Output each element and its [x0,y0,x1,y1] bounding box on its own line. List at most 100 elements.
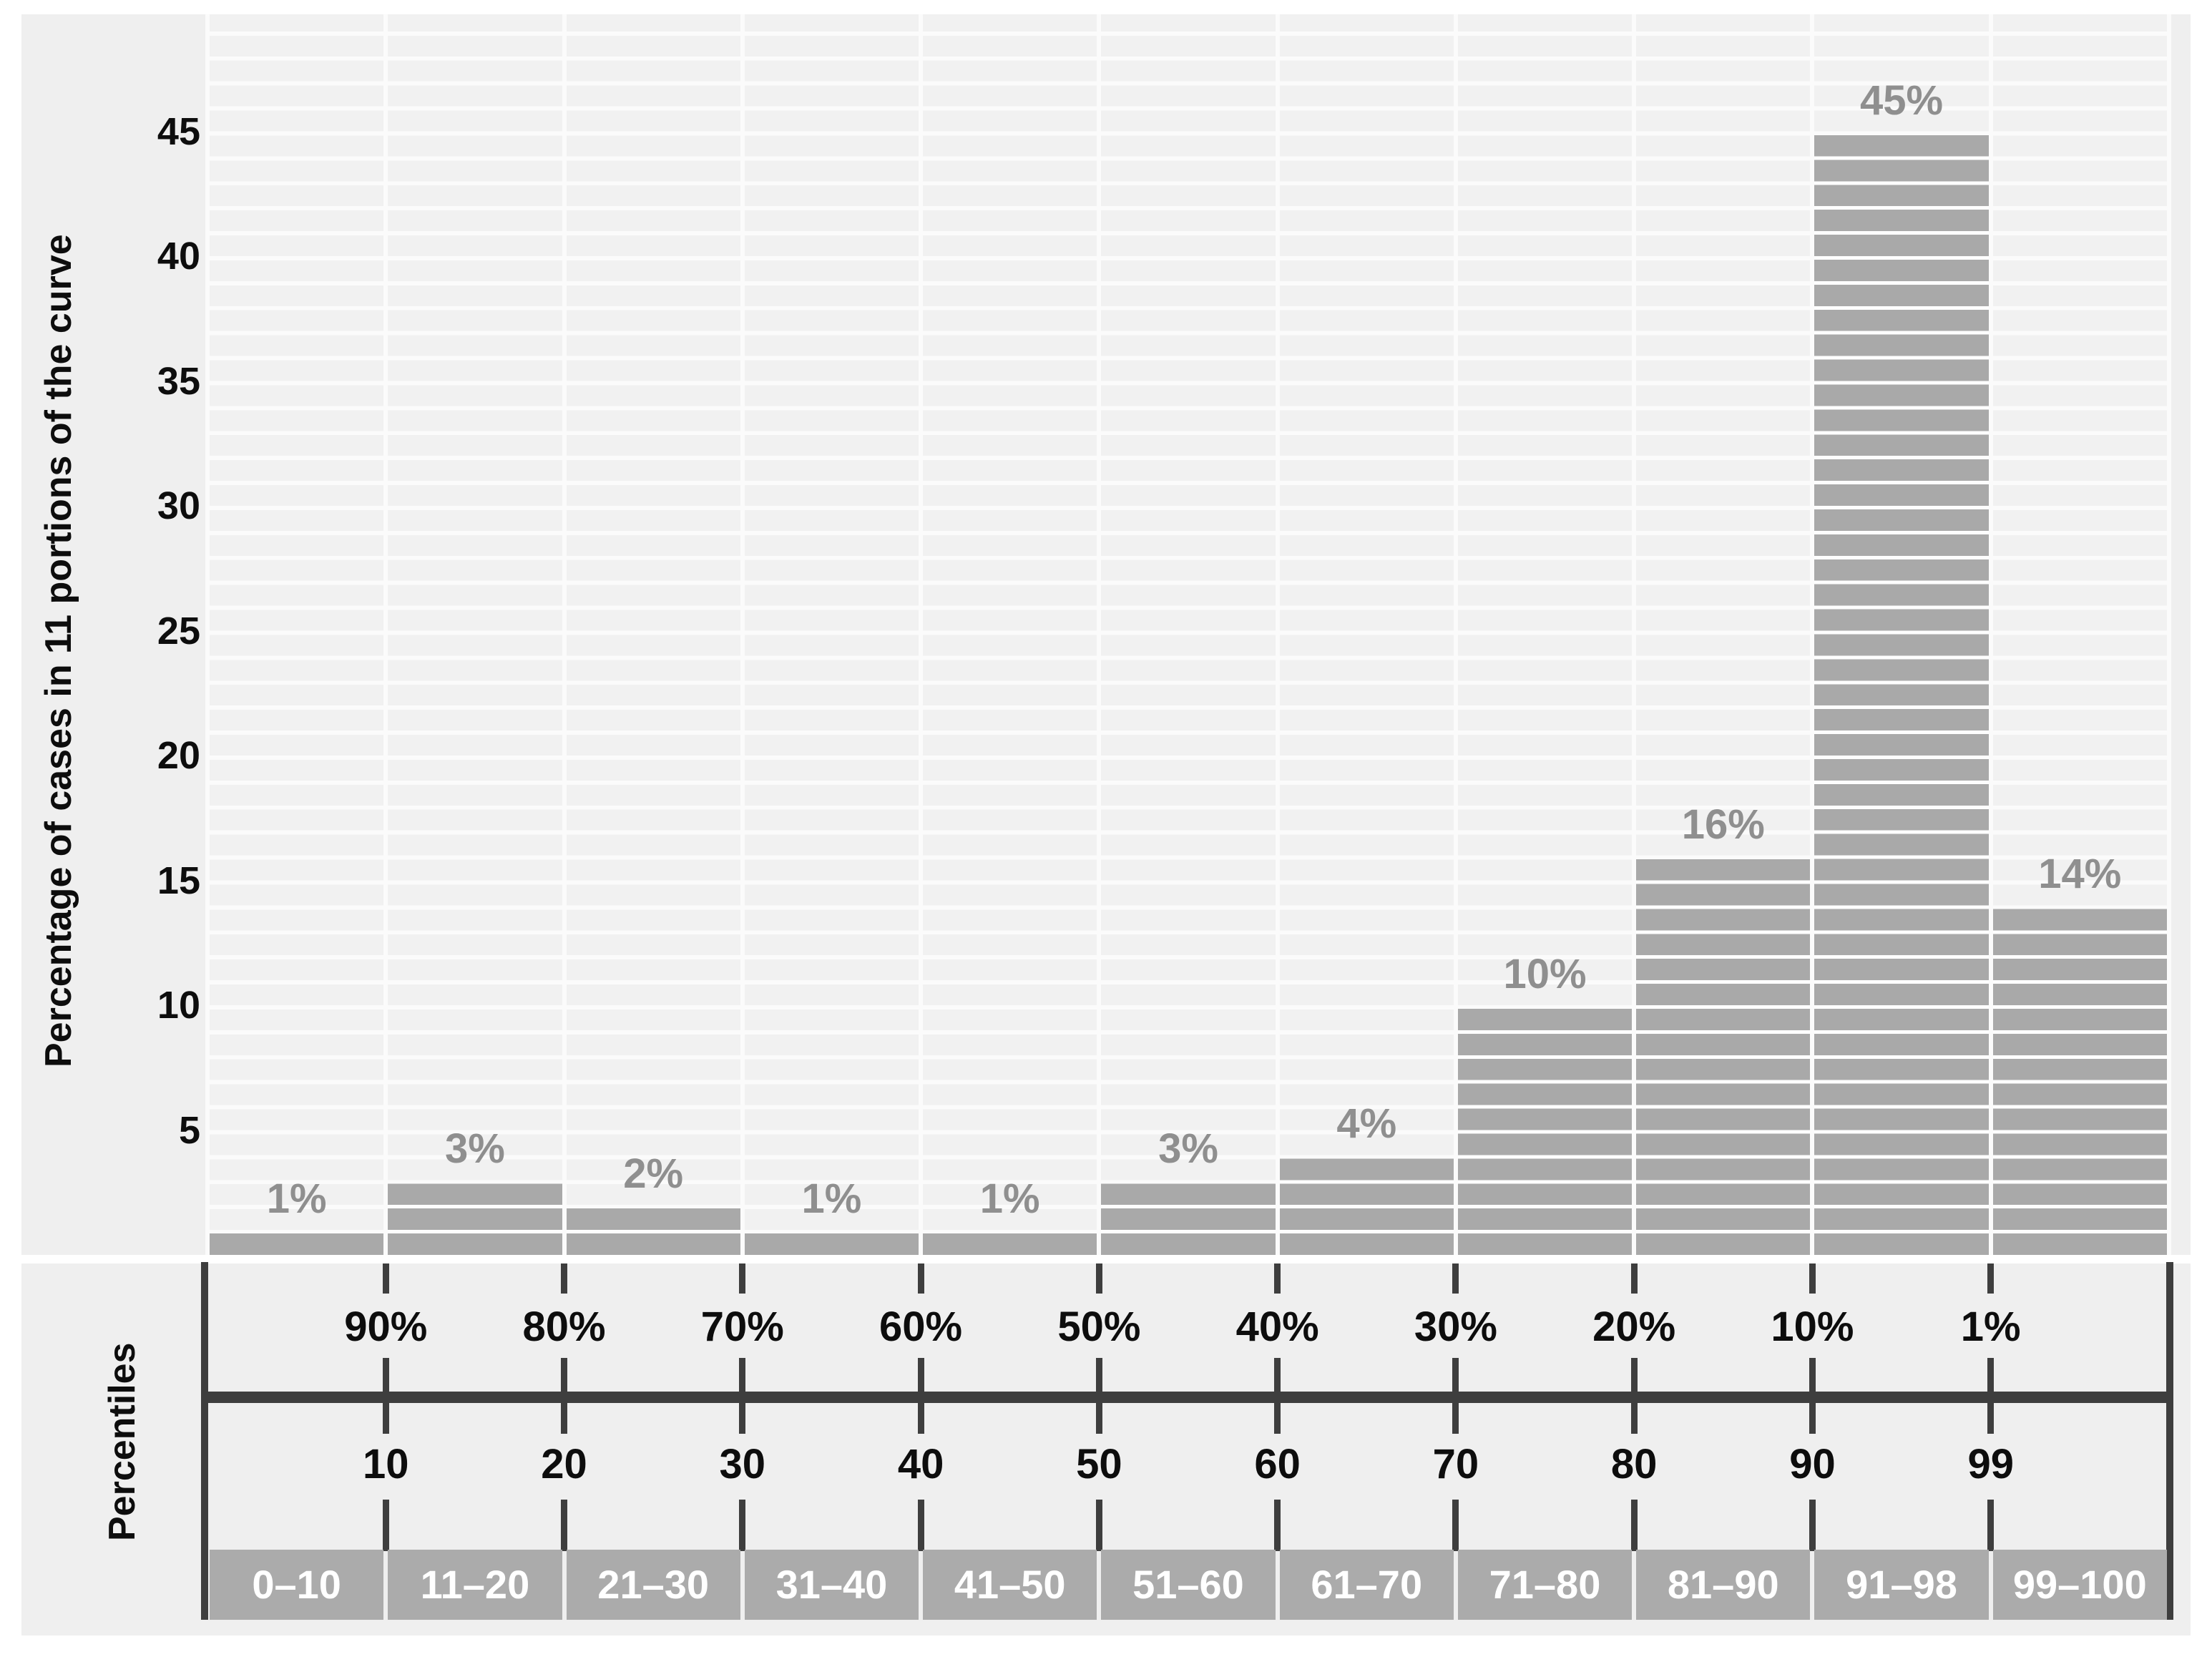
bar-value-label: 2% [623,1150,684,1198]
vertical-gridline [1632,14,1637,1255]
x-axis-tick [561,1358,568,1434]
percentile-range-box: 0–10 [210,1550,384,1620]
x-axis-tick [382,1358,389,1434]
y-tick-label: 30 [157,484,200,527]
x-axis-tick [739,1263,746,1294]
x-axis-upper-label: 20% [1592,1304,1676,1350]
percentile-range-box: 41–50 [923,1550,1097,1620]
axis-right-line [2166,1262,2173,1620]
x-axis-lower-label: 90 [1789,1441,1836,1487]
x-axis-tick [561,1500,568,1551]
x-axis-upper-label: 60% [879,1304,963,1350]
bar [1812,135,1991,1255]
percentile-range-boxes: 0–10 11–20 21–30 31–40 41–50 51–60 61–70 71–80 8… [207,1550,2169,1620]
vertical-gridline [919,14,924,1255]
x-axis-tick [917,1358,924,1434]
x-axis-title: Percentiles [102,1342,143,1541]
x-axis-upper-label: 70% [700,1304,784,1350]
vertical-gridline [1275,14,1280,1255]
y-tick-label: 20 [157,734,200,777]
x-axis-tick [1452,1263,1459,1294]
x-axis-tick [1630,1263,1638,1294]
bar [1634,859,1813,1255]
y-tick-label: 15 [157,859,200,902]
percentile-range-box: 71–80 [1457,1550,1633,1620]
bar [207,1233,386,1255]
percentile-range-box: 81–90 [1636,1550,1811,1620]
bar [742,1233,921,1255]
x-axis-upper-label: 10% [1771,1304,1854,1350]
percentile-range-box: 99–100 [1992,1550,2167,1620]
x-axis-tick [382,1500,389,1551]
y-tick-label: 40 [157,235,200,278]
vertical-gridline [2167,14,2171,1255]
x-axis-lower-label: 50 [1076,1441,1122,1487]
x-axis-lower-label: 60 [1254,1441,1301,1487]
x-axis-tick [739,1500,746,1551]
x-axis-upper-label: 1% [1960,1304,2021,1350]
x-axis-tick [1095,1358,1102,1434]
x-axis-tick [1095,1263,1102,1294]
vertical-gridline [383,14,388,1255]
x-axis-upper-label: 50% [1057,1304,1141,1350]
x-axis-tick [917,1263,924,1294]
percentile-range-box: 21–30 [566,1550,740,1620]
x-axis-lower-label: 20 [541,1441,587,1487]
x-axis-upper-label: 30% [1414,1304,1497,1350]
x-axis-tick [1274,1500,1281,1551]
x-axis-tick [1809,1500,1816,1551]
y-tick-label: 25 [157,609,200,652]
bar-value-label: 1% [979,1175,1040,1223]
y-tick-label: 45 [157,109,200,153]
vertical-gridline [205,14,210,1255]
vertical-gridline [1097,14,1102,1255]
x-axis-tick [1452,1500,1459,1551]
x-axis-lower-label: 10 [363,1441,409,1487]
y-tick-label: 5 [178,1108,200,1152]
bar [1990,909,2169,1255]
vertical-gridline [740,14,745,1255]
y-tick-label: 10 [157,984,200,1027]
x-axis-tick [1274,1358,1281,1434]
x-axis-lower-label: 30 [719,1441,766,1487]
x-axis-upper-label: 40% [1235,1304,1319,1350]
axis-left-line [201,1262,208,1620]
bar-value-label: 14% [2038,851,2122,898]
x-axis-lower-label: 80 [1610,1441,1658,1487]
x-axis-tick [1095,1500,1102,1551]
percentile-range-box: 61–70 [1279,1550,1454,1620]
bar [564,1208,743,1255]
bar-value-label: 3% [1158,1125,1218,1173]
y-tick-label: 35 [157,359,200,403]
bar [1277,1158,1456,1255]
x-axis-tick [1987,1358,1995,1434]
bar [921,1233,1100,1255]
x-axis-lower-label: 70 [1432,1441,1479,1487]
x-axis-tick [382,1263,389,1294]
x-axis-upper-label: 80% [522,1304,606,1350]
axis-horizontal-line [201,1392,2173,1403]
bar-value-label: 45% [1860,77,1944,124]
plot-bottom-separator [21,1255,2191,1263]
x-axis-tick [739,1358,746,1434]
y-axis-title: Percentage of cases in 11 portions of th… [38,234,79,1068]
bar-value-label: 10% [1503,951,1587,997]
x-axis-tick [1452,1358,1459,1434]
bar-value-label: 4% [1336,1100,1397,1148]
x-axis-tick [1274,1263,1281,1294]
percentile-range-box: 91–98 [1814,1550,1989,1620]
plot-area: 1% 3% 2% 1% 1% 3% 4% 10% 16% 45% 14% [205,14,2171,1255]
x-axis-tick [1630,1500,1638,1551]
vertical-gridline [1453,14,1458,1255]
x-axis-tick-grid: 90% 10 80% 20 70% 30 60% 40 50% 50 40% 60 30% 70 20% 80… [207,1263,2169,1621]
x-axis-tick [1987,1500,1995,1551]
x-axis-tick [1809,1358,1816,1434]
vertical-gridline [1810,14,1815,1255]
x-axis-tick [561,1263,568,1294]
bar-value-label: 1% [801,1175,862,1223]
bar [1099,1183,1278,1255]
percentile-range-box: 11–20 [388,1550,562,1620]
x-axis-tick [917,1500,924,1551]
x-axis-tick [1987,1263,1995,1294]
